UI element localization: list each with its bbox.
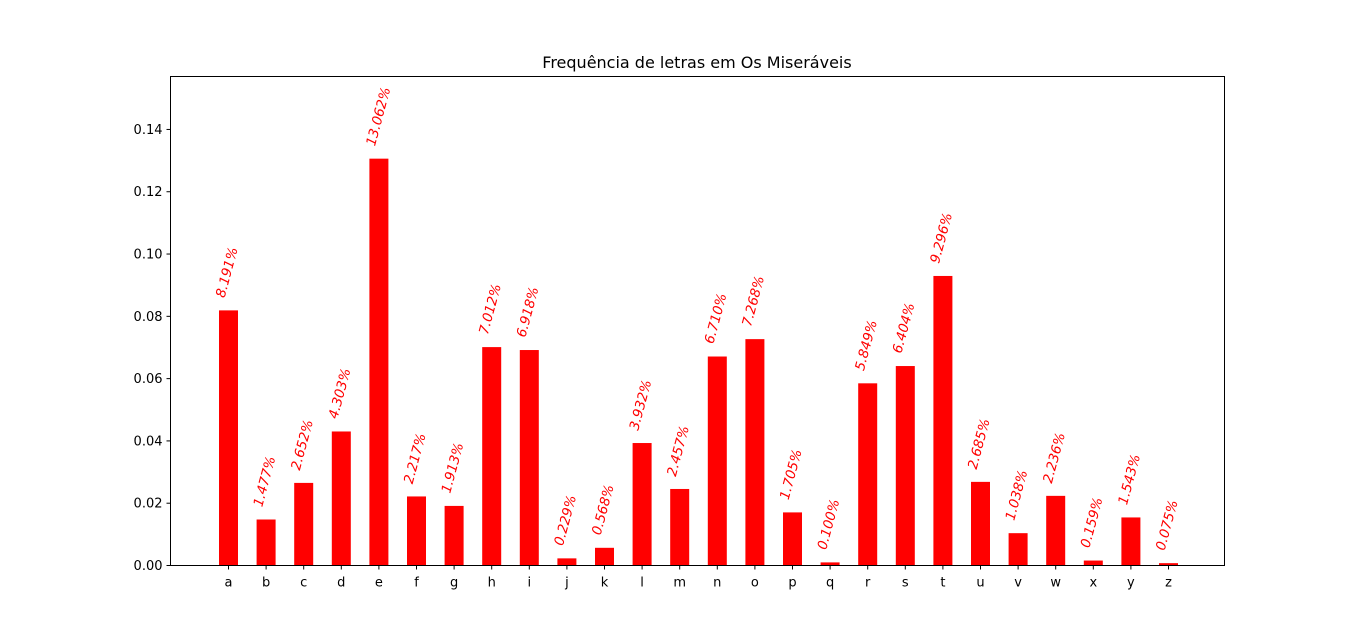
data-label-y: 1.543% <box>1115 453 1144 507</box>
x-tick-label: v <box>1014 576 1022 591</box>
data-label-u: 2.685% <box>965 417 994 471</box>
data-label-a: 8.191% <box>213 246 242 300</box>
data-label-f: 2.217% <box>401 432 430 486</box>
bar-r <box>858 383 878 566</box>
bar-h <box>482 347 502 566</box>
data-label-o: 7.268% <box>739 274 768 328</box>
x-tick-label: o <box>751 576 759 591</box>
data-label-r: 5.849% <box>852 318 881 372</box>
bar-p <box>783 512 802 566</box>
bar-k <box>595 547 614 566</box>
x-tick-label: t <box>940 576 945 591</box>
x-tick-label: x <box>1089 576 1097 591</box>
bar-z <box>1159 563 1178 566</box>
y-tick-label: 0.02 <box>134 497 163 512</box>
x-tick-label: z <box>1165 576 1172 591</box>
data-label-j: 0.229% <box>551 494 580 548</box>
y-tick-label: 0.04 <box>134 434 163 449</box>
data-label-s: 6.404% <box>890 301 919 355</box>
bars-layer <box>219 158 1178 566</box>
data-label-m: 2.457% <box>664 424 693 478</box>
x-tick-label: l <box>640 576 644 591</box>
bar-n <box>707 356 727 566</box>
bar-t <box>933 275 953 566</box>
plot-frame <box>170 76 1225 566</box>
x-tick-label: p <box>788 576 796 591</box>
x-tick-label: y <box>1127 576 1135 591</box>
x-tick-label: b <box>262 576 270 591</box>
x-tick-label: r <box>865 576 871 591</box>
bar-e <box>369 158 389 566</box>
bar-x <box>1083 560 1103 566</box>
x-tick-label: g <box>450 576 458 591</box>
bar-v <box>1008 533 1028 566</box>
x-tick-label: d <box>337 576 345 591</box>
bar-w <box>1046 495 1066 566</box>
y-tick-label: 0.14 <box>134 123 163 138</box>
data-label-g: 1.913% <box>439 441 468 495</box>
y-tick-label: 0.06 <box>134 372 163 387</box>
x-tick-label: h <box>488 576 496 591</box>
data-label-h: 7.012% <box>476 282 505 336</box>
bar-i <box>519 350 539 566</box>
x-tick-label: f <box>414 576 419 591</box>
data-label-v: 1.038% <box>1003 468 1032 522</box>
x-tick-label: a <box>225 576 233 591</box>
x-axis: a b c d e f g h i j k l m n o p q r s t u v w x y z <box>225 565 1172 591</box>
data-label-c: 2.652% <box>288 418 317 472</box>
x-tick-label: c <box>300 576 307 591</box>
y-tick-label: 0.08 <box>134 310 163 325</box>
y-axis: 0.00 0.02 0.04 0.06 0.08 0.10 0.12 0.14 <box>134 123 171 574</box>
data-label-l: 3.932% <box>627 378 656 432</box>
x-tick-label: j <box>564 576 569 591</box>
x-tick-label: w <box>1050 576 1061 591</box>
data-label-t: 9.296% <box>927 211 956 265</box>
data-label-b: 1.477% <box>251 455 280 509</box>
bar-l <box>632 443 652 566</box>
bar-f <box>407 496 426 566</box>
data-label-e: 13.062% <box>363 86 394 148</box>
bar-d <box>331 431 351 566</box>
data-label-w: 2.236% <box>1040 431 1069 485</box>
data-label-i: 6.918% <box>514 285 543 339</box>
x-tick-label: n <box>713 576 721 591</box>
x-tick-label: u <box>976 576 984 591</box>
bar-g <box>444 505 464 566</box>
data-label-p: 1.705% <box>777 448 806 502</box>
bar-j <box>557 558 577 566</box>
bar-c <box>294 482 314 566</box>
x-tick-label: k <box>601 576 609 591</box>
x-tick-label: i <box>527 576 531 591</box>
x-tick-label: s <box>902 576 909 591</box>
data-label-q: 0.100% <box>815 498 844 552</box>
bar-o <box>745 339 765 566</box>
bar-u <box>971 481 990 566</box>
data-label-k: 0.568% <box>589 483 618 537</box>
bar-b <box>256 519 276 566</box>
y-tick-label: 0.12 <box>134 185 163 200</box>
bar-y <box>1121 517 1141 566</box>
x-tick-label: m <box>673 576 686 591</box>
data-label-x: 0.159% <box>1078 496 1107 550</box>
bar-s <box>895 366 915 566</box>
data-label-z: 0.075% <box>1153 498 1182 552</box>
y-tick-label: 0.00 <box>134 559 163 574</box>
data-labels-layer: 8.191% 1.477% 2.652% 4.303% 13.062% 2.217% 1.9… <box>213 86 1182 553</box>
bar-a <box>219 310 238 566</box>
y-tick-label: 0.10 <box>134 248 163 263</box>
bar-q <box>820 562 840 566</box>
x-tick-label: q <box>826 576 834 591</box>
bar-m <box>670 488 690 566</box>
data-label-n: 6.710% <box>702 292 731 346</box>
data-label-d: 4.303% <box>326 367 355 421</box>
x-tick-label: e <box>375 576 383 591</box>
chart-title: Frequência de letras em Os Miseráveis <box>542 53 851 72</box>
